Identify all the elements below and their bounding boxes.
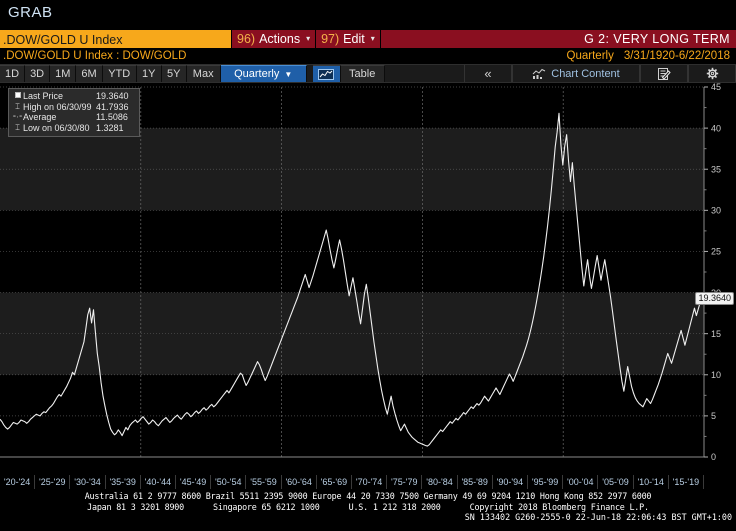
sub-header-row: .DOW/GOLD U Index : DOW/GOLD Quarterly 3… bbox=[0, 48, 736, 64]
toolbar-spacer bbox=[384, 65, 464, 82]
legend-label: Last Price bbox=[23, 91, 64, 101]
legend-marker-low: ⌶ bbox=[15, 122, 20, 132]
settings-button[interactable] bbox=[688, 65, 736, 82]
period-button-3d[interactable]: 3D bbox=[25, 65, 51, 82]
chart-legend: Last Price 19.3640 ⌶ High on 06/30/99 41… bbox=[8, 88, 140, 137]
last-price-tag: 19.3640 bbox=[695, 292, 734, 306]
legend-row: ⌶ Low on 06/30/80 1.3281 bbox=[12, 123, 136, 134]
security-description: .DOW/GOLD U Index : DOW/GOLD bbox=[3, 50, 187, 62]
legend-label: Average bbox=[23, 112, 57, 122]
x-axis-tick: '55-'59 bbox=[246, 475, 282, 489]
svg-text:10: 10 bbox=[711, 370, 721, 380]
collapse-panel-button[interactable]: « bbox=[464, 65, 512, 82]
grab-label: GRAB bbox=[8, 4, 53, 21]
annotate-button[interactable] bbox=[640, 65, 688, 82]
periodicity-label: Quarterly bbox=[566, 50, 614, 62]
x-axis-tick: '90-'94 bbox=[493, 475, 528, 489]
price-chart-svg: 051015202530354045 bbox=[0, 83, 736, 475]
x-axis-tick: '10-'14 bbox=[634, 475, 669, 489]
gear-icon bbox=[706, 67, 718, 80]
x-axis-tick: '50-'54 bbox=[211, 475, 247, 489]
legend-value: 1.3281 bbox=[96, 122, 124, 133]
svg-text:5: 5 bbox=[711, 411, 716, 421]
chevron-down-icon: ▾ bbox=[306, 34, 311, 43]
legend-marker-average: ⁃∙⁃ bbox=[12, 112, 23, 121]
x-axis-tick: '30-'34 bbox=[70, 475, 106, 489]
period-button-max[interactable]: Max bbox=[186, 65, 221, 82]
x-axis-tick: '40-'44 bbox=[141, 475, 176, 489]
chart-area[interactable]: 051015202530354045 Last Price 19.3640 ⌶ … bbox=[0, 83, 736, 475]
period-button-1d[interactable]: 1D bbox=[0, 65, 26, 82]
view-title: G 2: VERY LONG TERM bbox=[380, 30, 736, 48]
x-axis-tick: '25-'29 bbox=[35, 475, 71, 489]
svg-text:45: 45 bbox=[711, 83, 721, 92]
x-axis-tick: '95-'99 bbox=[528, 475, 564, 489]
x-axis-tick: '45-'49 bbox=[176, 475, 212, 489]
svg-text:25: 25 bbox=[711, 247, 721, 257]
chart-toolbar: 1D 3D 1M 6M YTD 1Y 5Y Max Quarterly ▼ Ta… bbox=[0, 64, 736, 83]
legend-marker-last-price bbox=[12, 91, 23, 102]
x-axis-tick: '80-'84 bbox=[422, 475, 458, 489]
chevron-down-icon: ▾ bbox=[370, 34, 375, 43]
date-range-label: 3/31/1920-6/22/2018 bbox=[623, 50, 730, 62]
legend-row: Last Price 19.3640 bbox=[12, 91, 136, 102]
edit-label: Edit bbox=[343, 32, 365, 46]
actions-number: 96) bbox=[237, 32, 256, 46]
svg-text:0: 0 bbox=[711, 452, 716, 462]
period-button-6m[interactable]: 6M bbox=[76, 65, 103, 82]
chevron-double-left-icon: « bbox=[484, 66, 492, 81]
ticker-field[interactable]: .DOW/GOLD U Index bbox=[0, 30, 232, 48]
chart-content-icon bbox=[532, 68, 546, 79]
x-axis-tick: '75-'79 bbox=[387, 475, 423, 489]
legend-row: ⁃∙⁃ Average 11.5086 bbox=[12, 112, 136, 123]
actions-menu-button[interactable]: 96) Actions ▾ bbox=[232, 30, 317, 48]
toolbar-gap bbox=[306, 65, 313, 82]
x-axis-tick: '65-'69 bbox=[317, 475, 352, 489]
legend-value: 19.3640 bbox=[96, 91, 129, 101]
footer: Australia 61 2 9777 8600 Brazil 5511 239… bbox=[0, 489, 736, 531]
actions-label: Actions bbox=[259, 32, 301, 46]
chart-content-label: Chart Content bbox=[551, 67, 620, 80]
svg-text:40: 40 bbox=[711, 123, 721, 133]
x-axis-labels: '20-'24'25-'29'30-'34'35-'39'40-'44'45-'… bbox=[0, 475, 736, 489]
period-button-5y[interactable]: 5Y bbox=[161, 65, 187, 82]
footer-line-2: Japan 81 3 3201 8900 Singapore 65 6212 1… bbox=[87, 501, 649, 512]
x-axis-tick: '70-'74 bbox=[352, 475, 388, 489]
chart-content-button[interactable]: Chart Content bbox=[512, 65, 640, 82]
chevron-down-icon: ▼ bbox=[284, 69, 293, 79]
legend-label: High on 06/30/99 bbox=[23, 101, 92, 112]
interval-label: Quarterly bbox=[234, 68, 280, 80]
x-axis-tick: '05-'09 bbox=[598, 475, 634, 489]
annotate-icon bbox=[657, 67, 671, 80]
security-action-row: .DOW/GOLD U Index 96) Actions ▾ 97) Edit… bbox=[0, 30, 736, 48]
legend-value: 41.7936 bbox=[96, 101, 129, 112]
x-axis-tick: '60-'64 bbox=[282, 475, 317, 489]
x-axis-tick: '20-'24 bbox=[0, 475, 36, 489]
legend-marker-high: ⌶ bbox=[15, 101, 20, 111]
svg-text:30: 30 bbox=[711, 206, 721, 216]
x-axis-tick: '00-'04 bbox=[563, 475, 599, 489]
period-button-ytd[interactable]: YTD bbox=[102, 65, 137, 82]
edit-menu-button[interactable]: 97) Edit ▾ bbox=[316, 30, 381, 48]
footer-line-3: SN 133402 G260-2555-0 22-Jun-18 22:06:43… bbox=[464, 512, 732, 522]
footer-line-1: Australia 61 2 9777 8600 Brazil 5511 239… bbox=[84, 491, 652, 501]
interval-dropdown[interactable]: Quarterly ▼ bbox=[220, 65, 307, 82]
x-axis-tick: '85-'89 bbox=[458, 475, 493, 489]
grab-bar: GRAB bbox=[0, 0, 736, 30]
table-view-toggle[interactable]: Table bbox=[340, 65, 385, 82]
line-chart-icon bbox=[318, 68, 335, 80]
legend-row: ⌶ High on 06/30/99 41.7936 bbox=[12, 102, 136, 113]
x-axis-tick: '35-'39 bbox=[106, 475, 141, 489]
legend-label: Low on 06/30/80 bbox=[23, 122, 90, 133]
x-axis-tick: '15-'19 bbox=[669, 475, 704, 489]
svg-text:15: 15 bbox=[711, 329, 721, 339]
edit-number: 97) bbox=[321, 32, 340, 46]
svg-text:35: 35 bbox=[711, 164, 721, 174]
legend-value: 11.5086 bbox=[96, 112, 128, 122]
period-button-1y[interactable]: 1Y bbox=[136, 65, 162, 82]
period-button-1m[interactable]: 1M bbox=[50, 65, 77, 82]
chart-view-toggle[interactable] bbox=[312, 65, 341, 82]
